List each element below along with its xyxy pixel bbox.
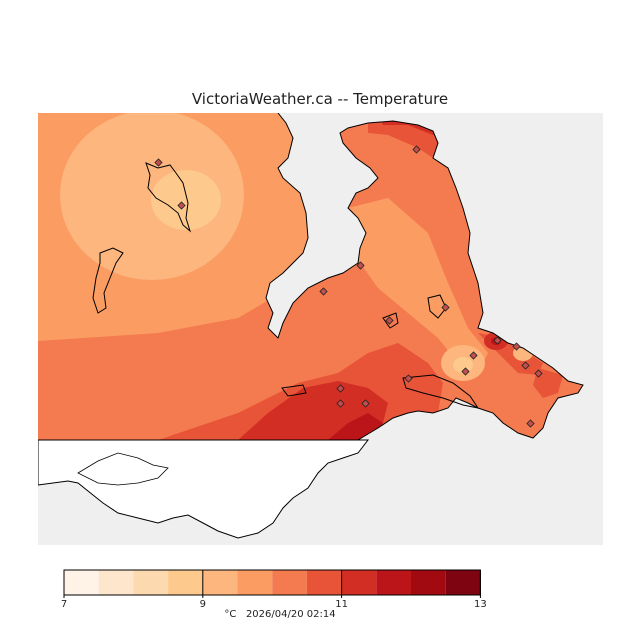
station-marker — [319, 287, 328, 296]
legend-swatch — [202, 570, 238, 595]
station-marker — [336, 399, 345, 408]
legend-caption: °C 2026/04/20 02:14 — [0, 609, 560, 620]
legend-tick-label: 9 — [200, 599, 206, 608]
island-southwest — [281, 384, 307, 397]
temp-band-cool-spot-core — [453, 357, 473, 373]
legend-swatch — [376, 570, 411, 595]
coastline — [92, 113, 584, 441]
station-marker — [356, 261, 365, 270]
station-marker — [412, 145, 421, 154]
island-east-small — [427, 294, 447, 319]
legend-swatches — [63, 569, 481, 596]
legend-ticks: 7 9 11 13 — [61, 570, 487, 608]
legend-swatch — [445, 570, 481, 595]
station-marker — [404, 374, 413, 383]
station-marker — [441, 303, 450, 312]
station-marker — [521, 361, 530, 370]
legend-tick-label: 7 — [61, 599, 67, 608]
station-marker — [469, 351, 478, 360]
legend-tick-label: 11 — [335, 599, 348, 608]
station-marker — [336, 384, 345, 393]
legend-unit: °C — [224, 609, 237, 620]
station-marker — [534, 369, 543, 378]
land-south-inlet — [77, 452, 169, 486]
temp-band-northwest-core — [151, 170, 221, 230]
weather-stations — [154, 145, 543, 428]
legend-swatch — [306, 570, 342, 595]
map-title: VictoriaWeather.ca -- Temperature — [191, 90, 449, 108]
legend-swatch — [168, 570, 203, 595]
legend-swatch — [411, 570, 446, 595]
legend-swatch — [133, 570, 169, 595]
station-marker — [361, 399, 370, 408]
temperature-map — [38, 113, 603, 545]
legend-tick-label: 13 — [474, 599, 487, 608]
legend-timestamp: 2026/04/20 02:14 — [245, 609, 336, 620]
legend-swatch — [64, 570, 99, 595]
station-marker — [493, 336, 502, 345]
color-legend: 7 9 11 13 — [61, 569, 487, 608]
peninsula-south — [402, 374, 480, 409]
station-marker — [154, 158, 163, 167]
lake-west — [92, 247, 124, 314]
lake-northwest — [145, 162, 191, 233]
legend-swatch — [237, 570, 273, 595]
station-marker — [512, 342, 521, 351]
legend-swatch — [272, 570, 307, 595]
temp-band-central-orange — [348, 198, 488, 373]
station-marker — [461, 367, 470, 376]
station-marker — [526, 419, 535, 428]
station-marker — [385, 316, 394, 325]
island-central — [382, 312, 399, 329]
legend-swatch — [98, 570, 134, 595]
legend-swatch — [341, 570, 377, 595]
station-marker — [177, 201, 186, 210]
